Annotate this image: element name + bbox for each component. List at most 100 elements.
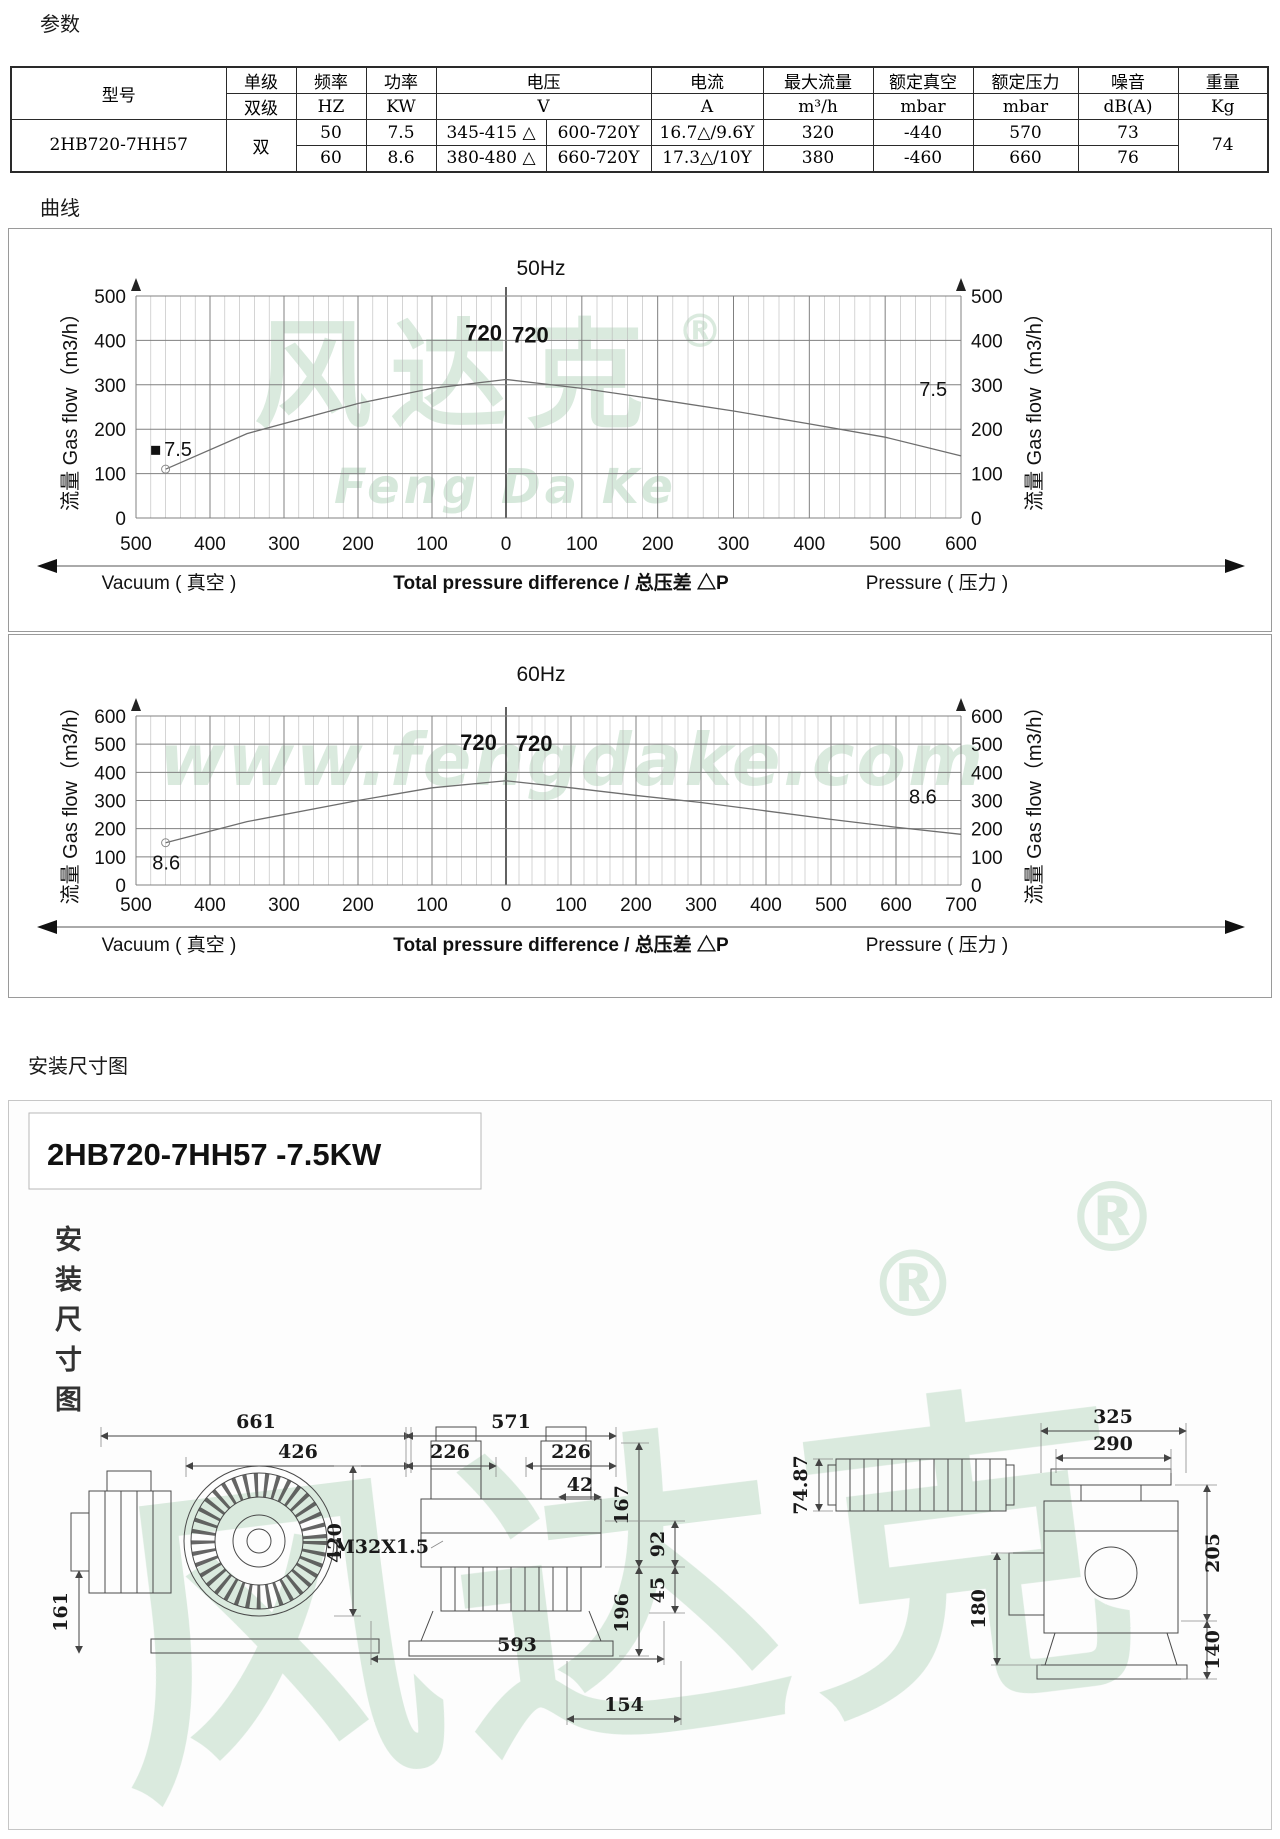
installation-panel: 风达克 ® ® 2HB720-7HH57 -7.5KW 安 装 尺 寸 图 — [8, 1100, 1272, 1839]
svg-text:0: 0 — [501, 534, 512, 555]
dim-140-label: 140 — [1202, 1630, 1224, 1670]
dim-thread-label: M32X1.5 — [334, 1536, 429, 1558]
cell-vacuum-50: -440 — [872, 119, 974, 146]
cell-stage: 双 — [225, 119, 297, 172]
svg-text:尺: 尺 — [55, 1305, 82, 1336]
header-rated-pressure-unit: mbar — [972, 93, 1079, 120]
dim-226a-label: 226 — [430, 1441, 470, 1463]
svg-text:60Hz: 60Hz — [516, 663, 565, 686]
cell-hz-50: 50 — [295, 119, 367, 146]
svg-text:安: 安 — [55, 1225, 82, 1256]
header-max-flow: 最大流量 — [762, 66, 874, 94]
svg-text:600: 600 — [880, 895, 912, 916]
cell-flow-50: 320 — [762, 119, 874, 146]
dim-571-label: 571 — [491, 1411, 531, 1433]
dim-325-label: 325 — [1093, 1406, 1133, 1428]
dim-420-label: 420 — [324, 1523, 346, 1563]
svg-text:400: 400 — [194, 534, 226, 555]
header-current: 电流 — [650, 66, 764, 94]
header-voltage-unit: V — [435, 93, 652, 120]
svg-text:300: 300 — [971, 792, 1003, 813]
cell-kw-60: 8.6 — [365, 145, 437, 172]
svg-text:100: 100 — [416, 895, 448, 916]
svg-text:Pressure ( 压力 ): Pressure ( 压力 ) — [866, 572, 1009, 594]
header-model: 型号 — [10, 66, 227, 120]
svg-text:500: 500 — [94, 735, 126, 756]
header-power: 功率 — [365, 66, 437, 94]
svg-text:0: 0 — [501, 895, 512, 916]
header-current-unit: A — [650, 93, 764, 120]
dim-161-label: 161 — [50, 1592, 72, 1632]
svg-text:500: 500 — [120, 895, 152, 916]
svg-text:200: 200 — [342, 895, 374, 916]
installation-drawing: 风达克 ® ® 2HB720-7HH57 -7.5KW 安 装 尺 寸 图 — [28, 1112, 1224, 1839]
section-curves-heading: 曲线 — [40, 196, 80, 220]
svg-text:流量 Gas flow（m3/h）: 流量 Gas flow（m3/h） — [59, 303, 82, 511]
svg-text:流量 Gas flow（m3/h）: 流量 Gas flow（m3/h） — [1023, 303, 1046, 511]
dim-426-label: 426 — [278, 1441, 318, 1463]
dim-154-label: 154 — [604, 1694, 644, 1716]
cell-kw-50: 7.5 — [365, 119, 437, 146]
svg-text:Total pressure difference / 总压: Total pressure difference / 总压差 △P — [393, 571, 729, 594]
dim-180-label: 180 — [968, 1589, 990, 1629]
svg-text:100: 100 — [566, 534, 598, 555]
header-stage-double: 双级 — [225, 93, 297, 120]
svg-text:500: 500 — [94, 287, 126, 308]
cell-hz-60: 60 — [295, 145, 367, 172]
svg-text:100: 100 — [94, 465, 126, 486]
header-max-flow-unit: m³/h — [762, 93, 874, 120]
svg-text:300: 300 — [685, 895, 717, 916]
header-rated-vacuum: 额定真空 — [872, 66, 974, 94]
dim-205-label: 205 — [1202, 1533, 1224, 1573]
cell-model: 2HB720-7HH57 — [10, 119, 227, 172]
cell-volt-y-50: 600-720Y — [545, 119, 652, 146]
svg-text:300: 300 — [971, 376, 1003, 397]
svg-text:600: 600 — [971, 707, 1003, 728]
svg-text:200: 200 — [620, 895, 652, 916]
svg-text:400: 400 — [94, 763, 126, 784]
cell-amp-60: 17.3△/10Y — [650, 145, 764, 172]
cell-noise-50: 73 — [1077, 119, 1179, 146]
svg-text:7.5: 7.5 — [919, 379, 947, 401]
parameters-table: 型号 单级 频率 功率 电压 电流 最大流量 额定真空 额定压力 噪音 重量 双… — [10, 66, 1269, 173]
vertical-section-label: 安 装 尺 寸 图 — [55, 1225, 82, 1416]
header-frequency: 频率 — [295, 66, 367, 94]
cell-amp-50: 16.7△/9.6Y — [650, 119, 764, 146]
svg-text:8.6: 8.6 — [152, 853, 180, 875]
svg-text:400: 400 — [971, 331, 1003, 352]
svg-text:400: 400 — [94, 331, 126, 352]
svg-text:200: 200 — [971, 820, 1003, 841]
svg-text:300: 300 — [268, 534, 300, 555]
header-weight-unit: Kg — [1177, 93, 1269, 120]
svg-text:200: 200 — [642, 534, 674, 555]
svg-text:300: 300 — [94, 376, 126, 397]
svg-text:0: 0 — [971, 509, 982, 530]
svg-text:流量 Gas flow（m3/h）: 流量 Gas flow（m3/h） — [1023, 697, 1046, 905]
drawing-title-box — [28, 1112, 482, 1190]
svg-text:400: 400 — [750, 895, 782, 916]
svg-text:100: 100 — [94, 848, 126, 869]
svg-text:200: 200 — [342, 534, 374, 555]
svg-text:100: 100 — [416, 534, 448, 555]
svg-text:500: 500 — [971, 735, 1003, 756]
cell-pressure-50: 570 — [972, 119, 1079, 146]
svg-text:600: 600 — [94, 707, 126, 728]
svg-text:Pressure ( 压力 ): Pressure ( 压力 ) — [866, 934, 1009, 956]
cell-vacuum-60: -460 — [872, 145, 974, 172]
svg-text:300: 300 — [718, 534, 750, 555]
svg-text:Total pressure difference / 总压: Total pressure difference / 总压差 △P — [393, 933, 729, 956]
svg-text:7.5: 7.5 — [164, 439, 192, 461]
dim-196-label: 196 — [611, 1593, 633, 1633]
cell-volt-delta-50: 345-415 △ — [435, 119, 547, 146]
dim-593-label: 593 — [497, 1634, 537, 1656]
svg-text:Vacuum ( 真空 ): Vacuum ( 真空 ) — [102, 572, 237, 594]
header-stage-single: 单级 — [225, 66, 297, 94]
dim-290-label: 290 — [1093, 1433, 1133, 1455]
side-view-dimensions: 571 226 226 42 M32X1.5 167 196 — [334, 1411, 685, 1725]
rear-view-dimensions: 74.87 325 290 180 205 140 — [790, 1406, 1224, 1680]
svg-text:装: 装 — [55, 1265, 82, 1296]
svg-text:图: 图 — [55, 1385, 82, 1416]
dim-45-label: 45 — [647, 1577, 669, 1603]
svg-text:400: 400 — [971, 763, 1003, 784]
